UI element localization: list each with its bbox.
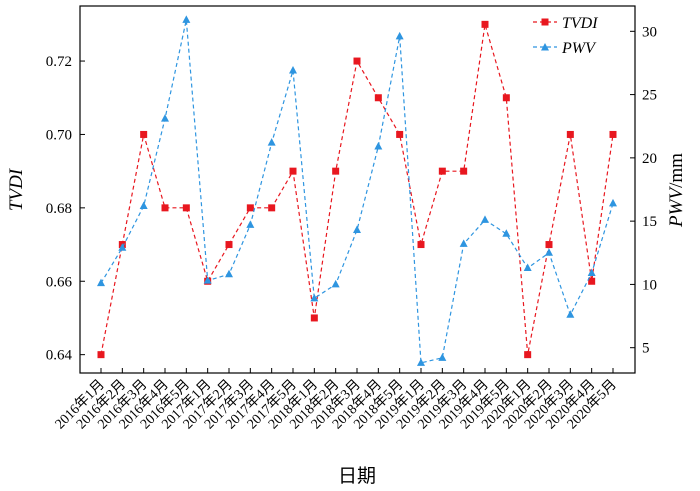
y-left-tick-label: 0.72 [46, 54, 72, 70]
data-point-tvdi [161, 204, 169, 212]
y-left-tick-label: 0.66 [46, 274, 73, 290]
data-point-tvdi [460, 167, 468, 175]
series-line-tvdi [100, 24, 614, 355]
y-left-tick-label: 0.70 [46, 127, 72, 143]
data-point-pwv [502, 229, 511, 237]
data-point-tvdi [353, 57, 361, 65]
y-left-tick-label: 0.64 [46, 348, 73, 364]
data-point-pwv [246, 220, 255, 228]
data-point-tvdi [588, 277, 596, 285]
legend-pwv-marker [541, 43, 549, 51]
data-point-tvdi [481, 20, 489, 28]
data-point-pwv [481, 215, 489, 223]
data-point-pwv [331, 279, 340, 288]
y-left-tick-label: 0.68 [46, 201, 72, 217]
data-point-pwv [545, 248, 553, 256]
data-point-pwv [267, 138, 276, 146]
data-point-pwv [182, 15, 191, 23]
data-point-tvdi [268, 204, 276, 212]
data-point-tvdi [225, 241, 233, 249]
y-left-axis-title: TVDI [6, 167, 27, 211]
y-right-axis-title: PWV/mm [666, 153, 687, 228]
data-point-pwv [395, 31, 404, 40]
axis-ticks: 0.64 0.66 0.68 0.70 0.72 5 10 15 20 25 30 [46, 24, 657, 373]
data-point-tvdi [609, 130, 617, 138]
y-right-tick-label: 30 [642, 24, 657, 40]
data-point-tvdi [289, 167, 297, 175]
y-right-tick-label: 25 [642, 88, 657, 104]
data-point-pwv [609, 198, 617, 207]
data-point-pwv [97, 278, 105, 287]
y-right-tick-label: 5 [642, 341, 650, 357]
data-point-pwv [438, 353, 447, 361]
data-point-tvdi [97, 351, 105, 359]
data-point-tvdi [396, 130, 404, 138]
data-point-pwv [310, 293, 319, 302]
series-line-pwv [100, 19, 614, 364]
data-point-pwv [289, 66, 297, 74]
legend-item-tvdi: TVDI [533, 15, 598, 32]
data-point-tvdi [140, 130, 148, 138]
data-point-pwv [374, 141, 383, 150]
data-point-tvdi [502, 94, 510, 102]
data-point-pwv [587, 268, 596, 277]
legend: TVDI PWV [533, 15, 598, 57]
x-axis-title: 日期 [338, 465, 376, 487]
data-point-tvdi [438, 167, 446, 175]
data-point-tvdi [246, 204, 254, 212]
data-point-tvdi [310, 314, 318, 322]
x-tick-labels: 2016年1月2016年2月2016年3月2016年4月2016年5月2017年… [52, 377, 620, 433]
data-point-pwv [417, 358, 425, 366]
data-point-tvdi [182, 204, 190, 212]
data-point-pwv [161, 114, 169, 122]
data-point-pwv [139, 201, 148, 209]
data-point-tvdi [566, 130, 574, 138]
data-point-tvdi [417, 241, 425, 249]
data-point-tvdi [374, 94, 382, 102]
y-right-axis-title-symbol: PWV [666, 186, 687, 228]
data-point-pwv [459, 239, 468, 247]
y-right-axis-title-unit: /mm [666, 153, 687, 188]
data-point-pwv [203, 276, 212, 284]
series-layer [97, 15, 617, 366]
y-right-tick-label: 10 [642, 277, 657, 293]
data-point-pwv [566, 310, 575, 318]
y-right-tick-label: 20 [642, 151, 657, 167]
data-point-pwv [353, 225, 361, 233]
legend-tvdi-marker [541, 18, 549, 26]
data-point-pwv [118, 243, 127, 251]
legend-pwv-label: PWV [561, 40, 597, 57]
y-right-tick-label: 15 [642, 214, 657, 230]
data-point-tvdi [332, 167, 340, 175]
data-point-pwv [225, 269, 233, 278]
data-point-tvdi [524, 351, 532, 359]
legend-item-pwv: PWV [533, 40, 597, 57]
data-point-pwv [523, 263, 532, 271]
legend-tvdi-label: TVDI [562, 15, 598, 32]
data-point-tvdi [545, 241, 553, 249]
